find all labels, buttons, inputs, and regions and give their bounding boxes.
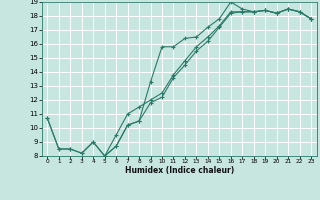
X-axis label: Humidex (Indice chaleur): Humidex (Indice chaleur) (124, 166, 234, 175)
